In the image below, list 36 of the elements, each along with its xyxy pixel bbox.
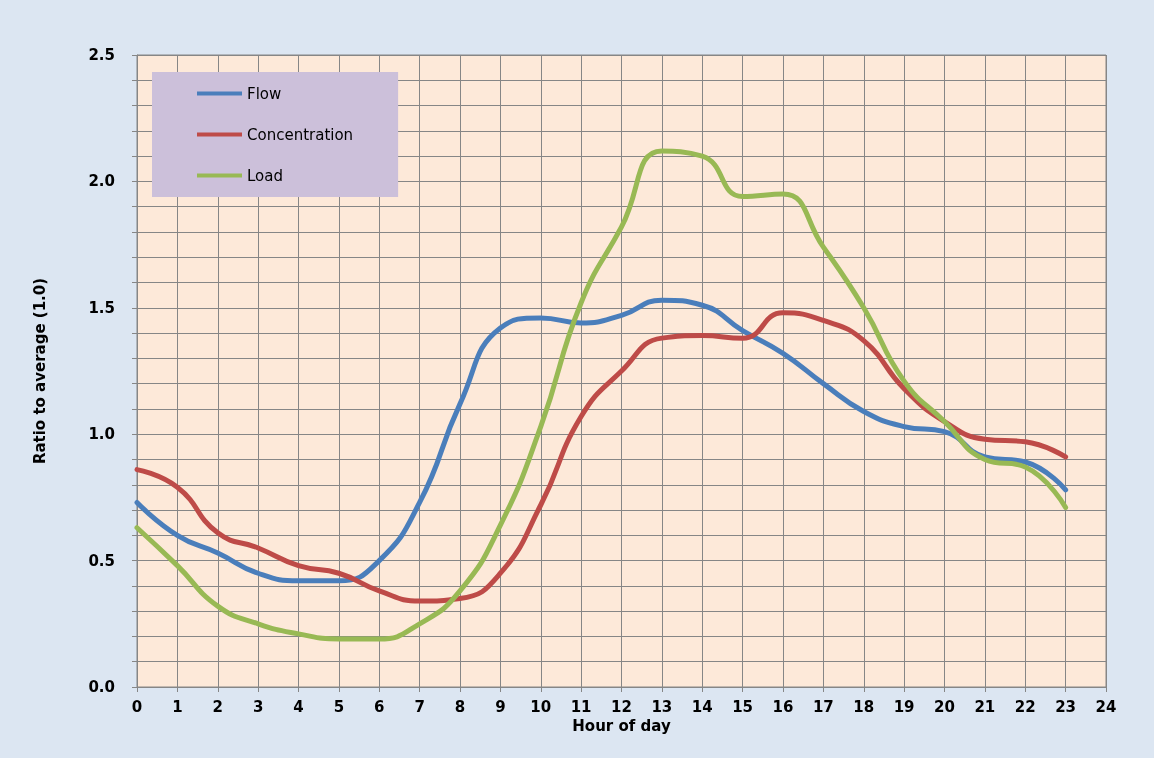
x-tick-label: 13: [651, 697, 673, 716]
x-tick-label: 6: [374, 697, 385, 716]
legend-label: Flow: [247, 84, 282, 103]
legend-label: Concentration: [247, 125, 354, 144]
x-tick-label: 17: [812, 697, 834, 716]
x-tick-label: 14: [691, 697, 713, 716]
x-tick-label: 16: [772, 697, 794, 716]
x-tick-label: 7: [414, 697, 425, 716]
x-tick-label: 20: [934, 697, 955, 716]
y-tick-label: 2.5: [88, 46, 115, 64]
x-tick-label: 22: [1014, 697, 1036, 716]
x-tick-label: 5: [333, 697, 345, 716]
y-tick-label: 1.5: [88, 298, 115, 317]
y-axis-title: Ratio to average (1.0): [30, 277, 49, 465]
x-tick-label: 9: [495, 697, 506, 716]
x-tick-label: 24: [1095, 697, 1117, 716]
x-axis-title: Hour of day: [572, 717, 671, 736]
x-tick-label: 12: [611, 697, 632, 716]
x-tick-label: 2: [212, 697, 223, 716]
x-tick-label: 23: [1055, 697, 1077, 716]
x-tick-label: 3: [252, 697, 264, 716]
y-tick-label: 0.5: [88, 551, 115, 570]
legend-label: Load: [247, 166, 283, 185]
x-tick-label: 15: [732, 697, 754, 716]
x-tick-label: 21: [974, 697, 996, 716]
x-tick-label: 8: [454, 697, 466, 716]
y-tick-label: 1.0: [88, 425, 115, 444]
y-tick-label: 2.0: [88, 172, 115, 191]
x-tick-label: 19: [893, 697, 915, 716]
x-tick-label: 11: [570, 697, 592, 716]
x-tick-label: 10: [530, 697, 552, 716]
x-tick-label: 0: [131, 697, 143, 716]
x-tick-label: 1: [172, 697, 183, 716]
x-tick-label: 18: [853, 697, 875, 716]
y-tick-label: 0.0: [88, 678, 115, 696]
x-tick-label: 4: [293, 697, 304, 716]
